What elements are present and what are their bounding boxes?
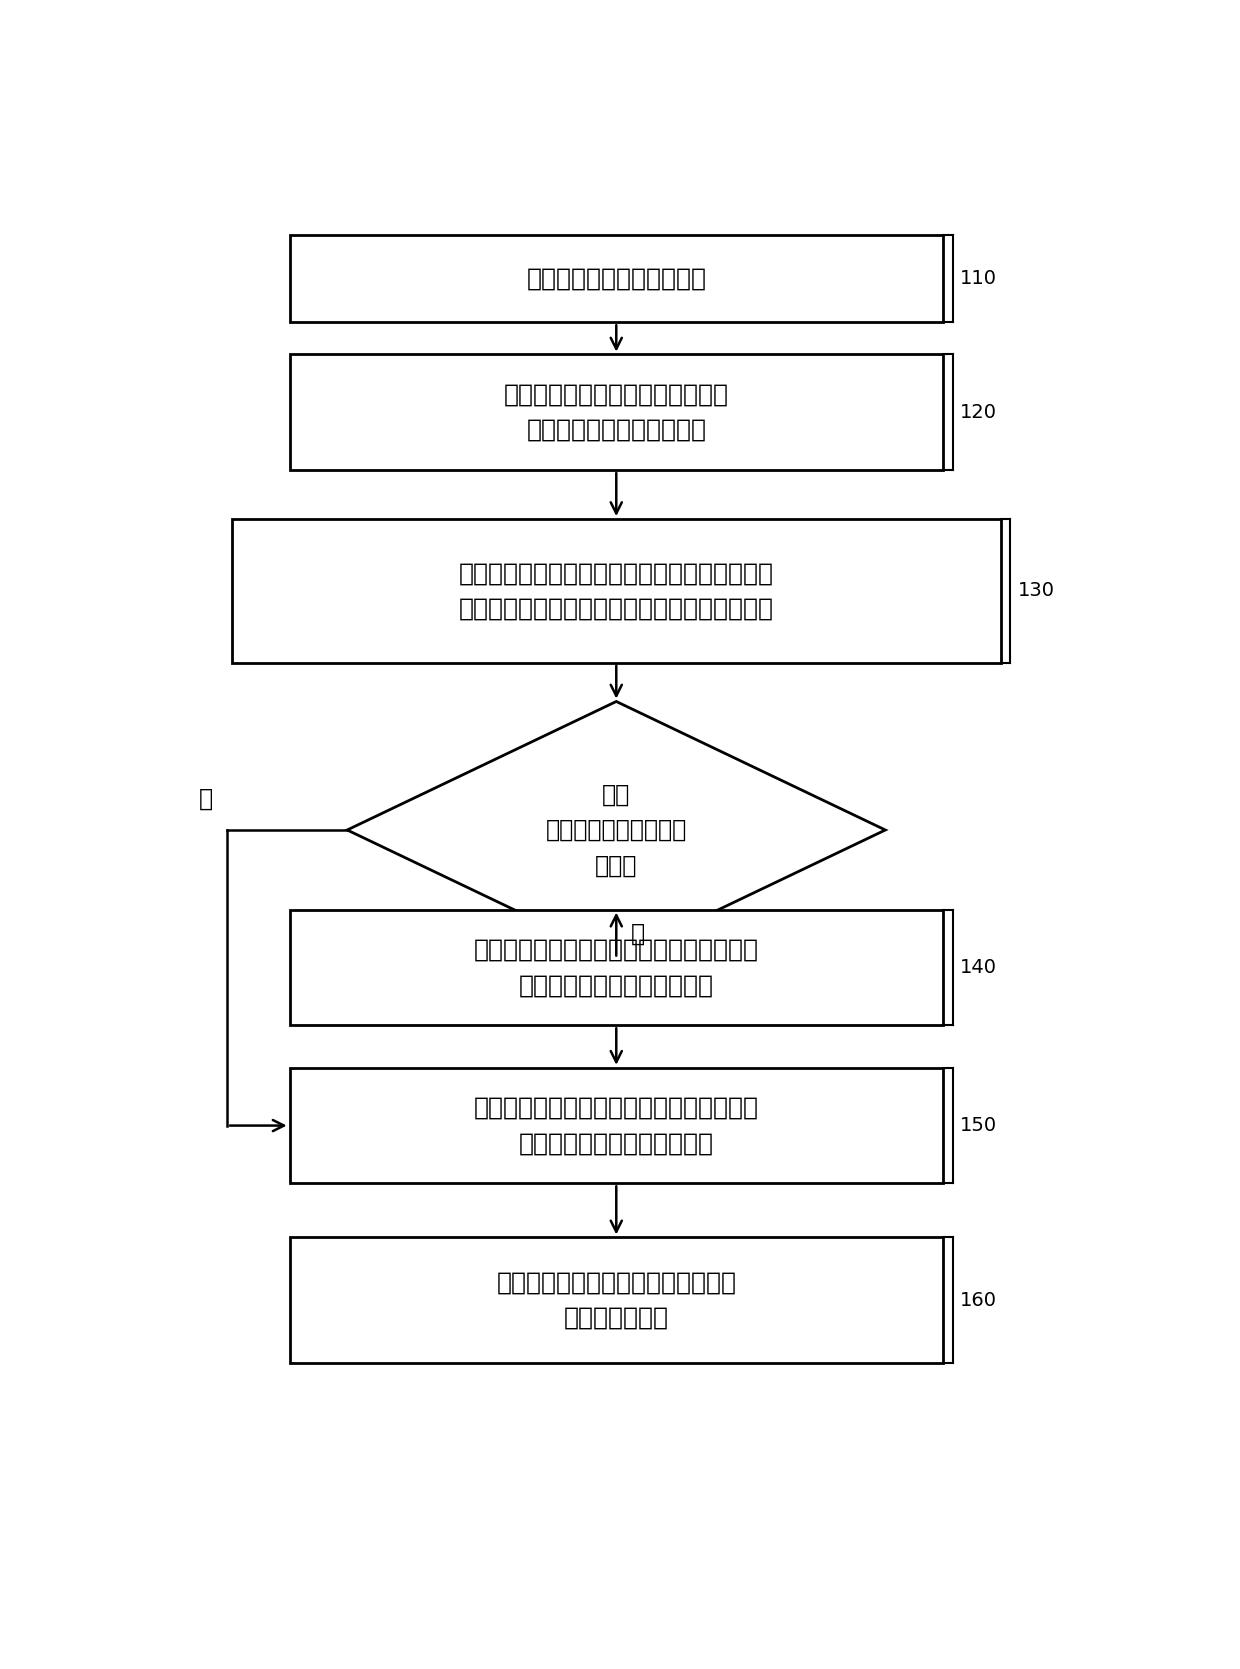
Bar	[290, 1068, 942, 1183]
Polygon shape	[347, 701, 885, 958]
Text: 在负载系统中挂载电池模块: 在负载系统中挂载电池模块	[526, 267, 707, 290]
Text: 120: 120	[960, 402, 997, 422]
Bar	[290, 354, 942, 471]
Text: 110: 110	[960, 269, 997, 289]
Text: 160: 160	[960, 1290, 997, 1310]
Text: 是否
存在具有电量的副电池
模块？: 是否 存在具有电量的副电池 模块？	[546, 783, 687, 878]
Text: 设定其中一个电池模块为主电池模
块，其他为多个副电池模块: 设定其中一个电池模块为主电池模 块，其他为多个副电池模块	[503, 382, 729, 442]
Text: 主电池模块的电池管理系统控制主电池模块
对负载系统内的负载装置供电: 主电池模块的电池管理系统控制主电池模块 对负载系统内的负载装置供电	[474, 1097, 759, 1155]
Text: 130: 130	[1018, 581, 1055, 601]
Text: 主电池模块侦测负载系统中是否存在其他的副电
池模块，且至少有一个副电池模块的电量不为零: 主电池模块侦测负载系统中是否存在其他的副电 池模块，且至少有一个副电池模块的电量…	[459, 561, 774, 621]
Text: 140: 140	[960, 958, 997, 976]
Bar	[290, 235, 942, 322]
Text: 150: 150	[960, 1117, 997, 1135]
Bar	[290, 910, 942, 1025]
Text: 否: 否	[198, 786, 213, 811]
Text: 主电池模块的电池管理系统控制副电池模块
对负载系统内的负载装置供电: 主电池模块的电池管理系统控制副电池模块 对负载系统内的负载装置供电	[474, 938, 759, 996]
Text: 是: 是	[631, 921, 645, 946]
Bar	[290, 1237, 942, 1364]
Bar	[232, 519, 1001, 663]
Text: 当主电池模块的电量为零时，所述负
载系统中止运作: 当主电池模块的电量为零时，所述负 载系统中止运作	[496, 1270, 737, 1330]
